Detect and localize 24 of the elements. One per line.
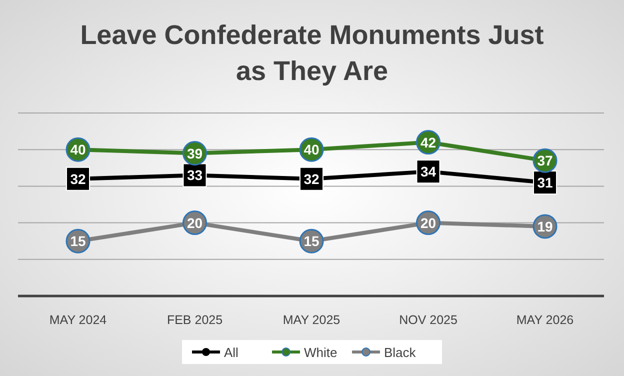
x-tick-label: FEB 2025 bbox=[166, 313, 223, 327]
x-tick-label: NOV 2025 bbox=[399, 313, 458, 327]
data-label: 20 bbox=[420, 214, 436, 231]
data-label: 40 bbox=[70, 142, 86, 158]
data-label: 31 bbox=[537, 174, 553, 191]
legend-label: White bbox=[304, 345, 338, 360]
data-label: 15 bbox=[304, 233, 320, 250]
data-label: 39 bbox=[186, 145, 203, 162]
data-label: 34 bbox=[420, 164, 436, 180]
data-label: 42 bbox=[420, 134, 436, 150]
data-label: 20 bbox=[186, 214, 203, 231]
legend-label: All bbox=[224, 345, 239, 360]
legend-label: Black bbox=[384, 345, 416, 360]
chart-title: Leave Confederate Monuments Just as They Are bbox=[80, 20, 544, 86]
data-label: 15 bbox=[70, 233, 86, 250]
data-label: 40 bbox=[304, 142, 320, 158]
x-tick-label: MAY 2026 bbox=[516, 313, 574, 327]
data-label: 32 bbox=[304, 170, 320, 187]
x-tick-label: MAY 2024 bbox=[49, 313, 107, 327]
x-tick-label: MAY 2025 bbox=[282, 313, 340, 327]
data-label: 32 bbox=[70, 170, 86, 187]
data-label: 33 bbox=[186, 167, 203, 184]
data-label: 19 bbox=[537, 218, 553, 234]
data-label: 37 bbox=[537, 152, 553, 169]
